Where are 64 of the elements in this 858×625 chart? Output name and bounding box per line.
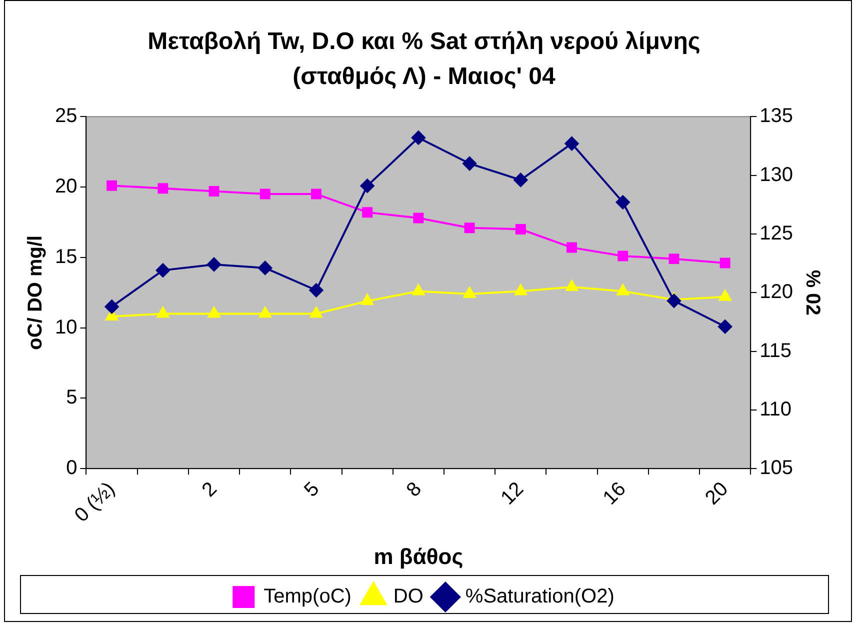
point: [616, 284, 630, 296]
point: [515, 224, 526, 234]
point: [156, 263, 170, 278]
y2-tick-label: 115: [760, 340, 792, 362]
point: [258, 260, 272, 275]
legend-label: %Saturation(O2): [465, 586, 614, 608]
point: [413, 212, 424, 224]
y2-tick-label: 120: [760, 281, 794, 304]
point: [514, 284, 527, 296]
point: [618, 250, 628, 262]
y-tick-label: 15: [54, 246, 78, 268]
legend-label: Temp(oC): [264, 586, 352, 608]
point: [258, 306, 272, 318]
y-tick-label: 5: [66, 386, 78, 409]
point: [514, 172, 528, 187]
point: [310, 188, 322, 200]
point: [462, 156, 477, 171]
point: [616, 195, 630, 210]
point: [360, 178, 374, 193]
point: [463, 287, 476, 298]
point: [564, 136, 579, 151]
point: [666, 294, 681, 308]
point: [260, 188, 270, 200]
point: [411, 130, 426, 145]
x-axis-title: m βάθος: [374, 544, 464, 569]
x-tick-label: 5: [300, 478, 324, 502]
point: [156, 306, 170, 318]
y2-tick-label: 125: [760, 222, 794, 244]
x-tick-label: 0 (½): [70, 478, 120, 527]
point: [208, 186, 220, 196]
point: [310, 306, 322, 318]
y2-tick-label: 110: [760, 398, 792, 420]
chart-title: Μεταβολή Tw, D.O και % Sat στήλη νερού λίμνης (σταθμός Λ) - Μαιος' 04: [148, 28, 700, 90]
y-tick-label: 0: [66, 457, 78, 480]
point: [566, 280, 578, 291]
point: [361, 294, 374, 306]
point: [106, 180, 118, 191]
point: [309, 283, 324, 298]
point: [668, 254, 680, 264]
y-tick-label: 10: [54, 316, 78, 338]
x-tick-label: 8: [402, 478, 426, 502]
y-tick-label: 20: [54, 176, 78, 198]
x-tick-label: 2: [198, 478, 222, 502]
point: [718, 320, 732, 334]
x-tick-label: 20: [701, 478, 733, 510]
y2-tick-label: 135: [760, 105, 794, 128]
y2-axis-title: % 02: [801, 270, 824, 316]
legend-label: DO: [393, 586, 424, 608]
point: [208, 306, 220, 318]
point: [412, 284, 425, 296]
point: [104, 300, 119, 314]
x-tick-label: 16: [599, 478, 630, 510]
y-tick-label: 25: [54, 105, 78, 128]
point: [362, 207, 373, 218]
point: [720, 258, 730, 268]
point: [207, 257, 222, 272]
y-axis-title: oC/ DO mg/l: [24, 235, 47, 350]
point: [566, 242, 577, 253]
x-tick-label: 12: [496, 478, 528, 510]
point: [718, 290, 732, 301]
point: [464, 222, 475, 234]
y2-tick-label: 130: [760, 164, 794, 186]
point: [158, 183, 168, 194]
y2-tick-label: 105: [760, 457, 794, 480]
